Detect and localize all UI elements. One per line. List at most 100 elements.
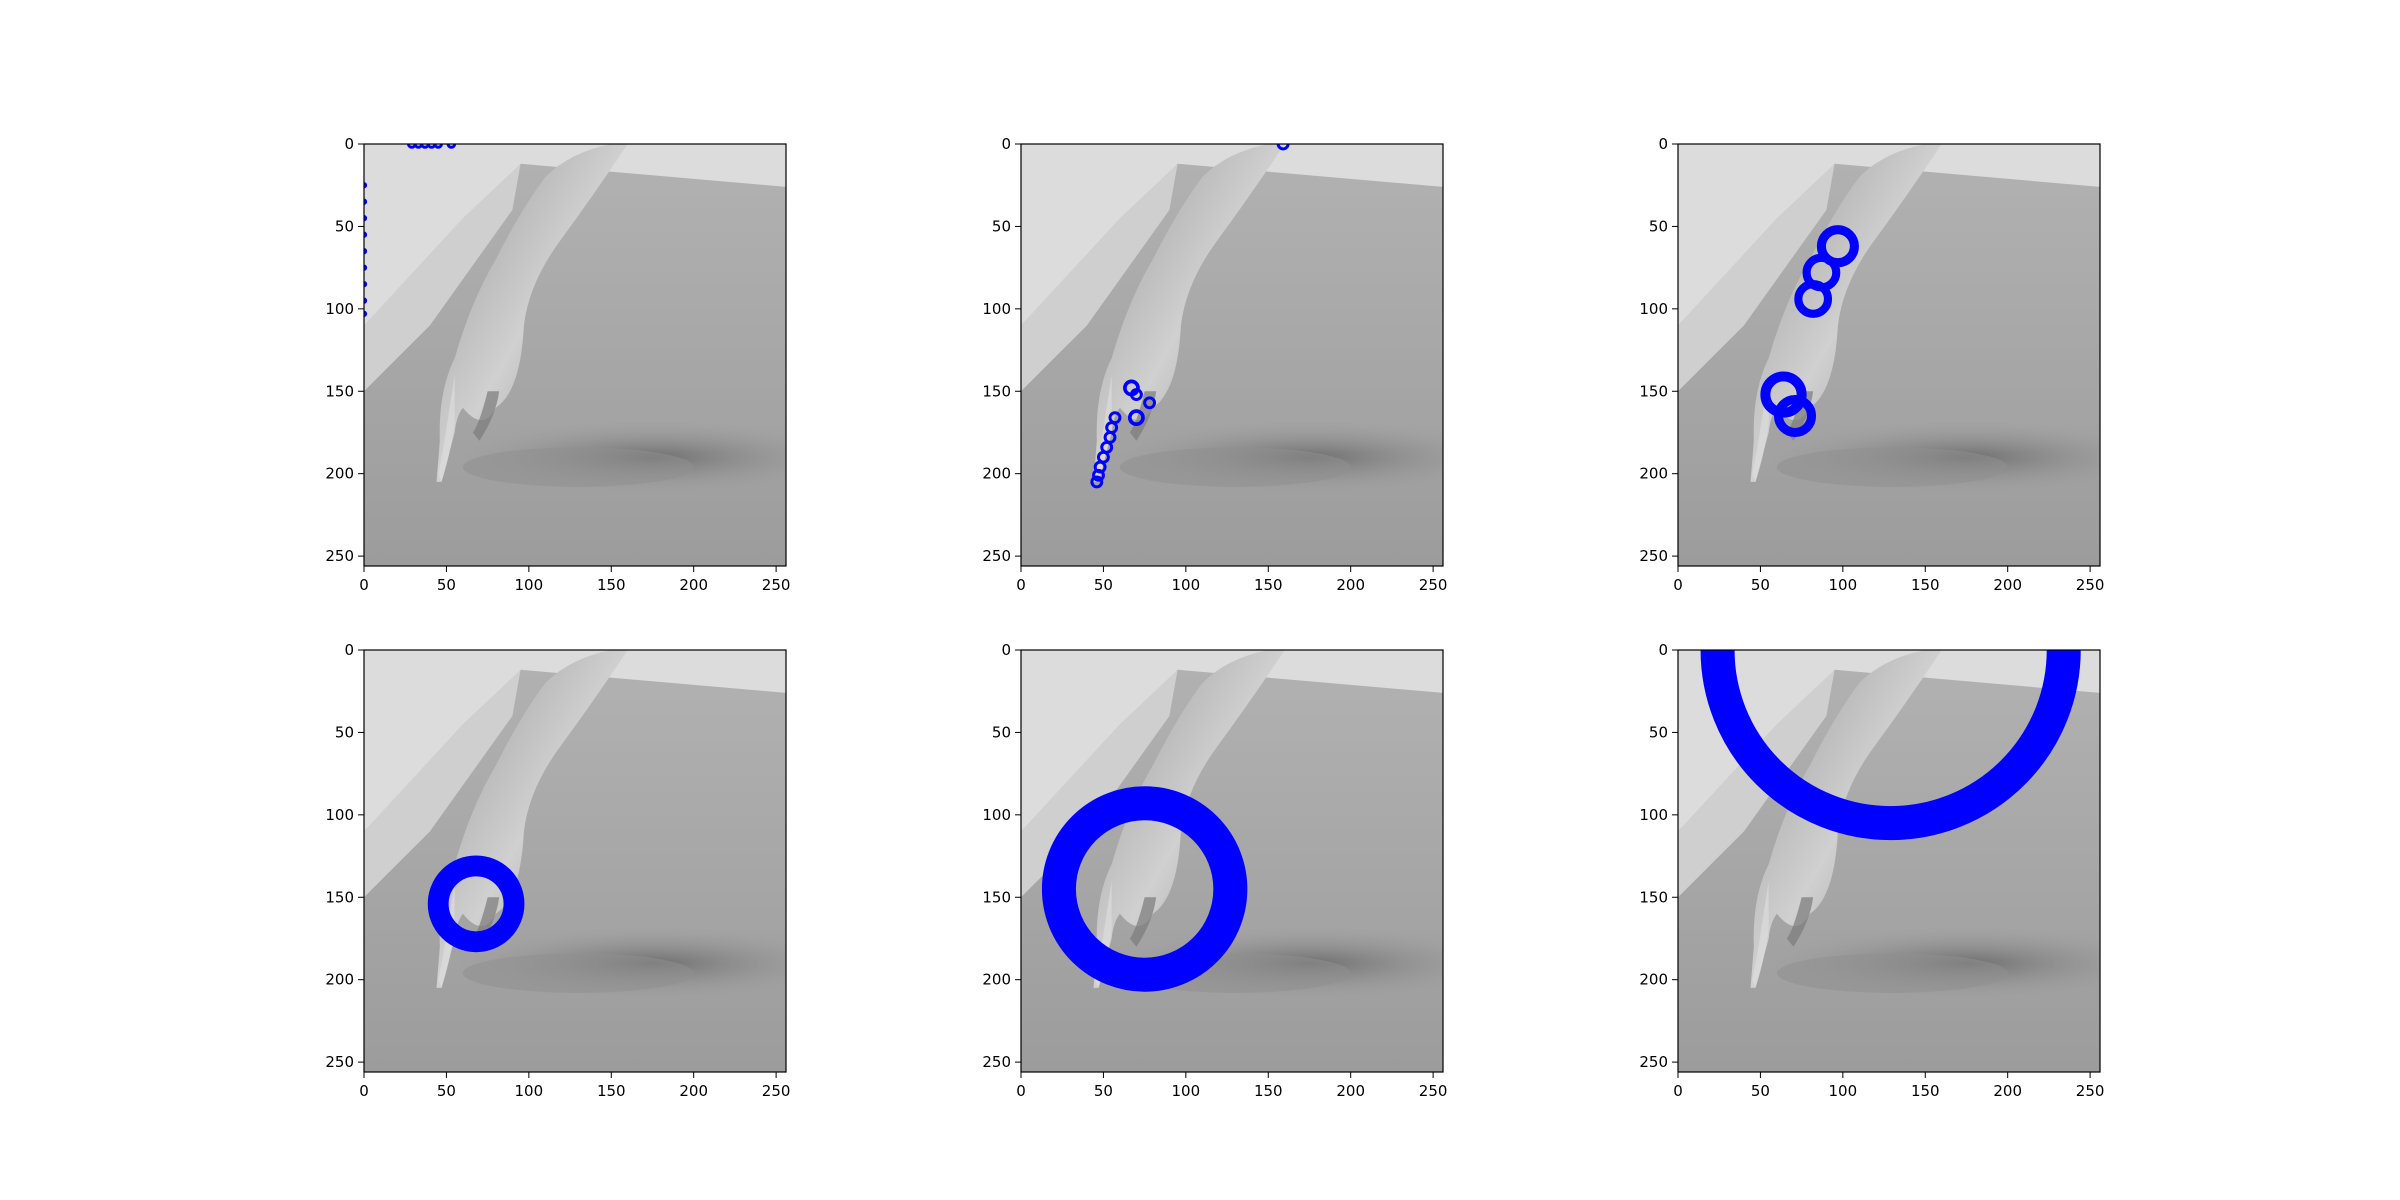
axes-frame [363,143,787,567]
x-tick-label: 0 [1016,576,1026,594]
blob-marker [364,297,368,304]
axes-frame [1677,649,2101,1073]
x-tick-label: 100 [1829,576,1858,594]
x-tick-label: 250 [1419,1082,1448,1100]
blob-marker [420,144,430,149]
y-tick-label: 150 [325,382,354,400]
y-tick-label: 100 [325,806,354,824]
y-tick-label: 50 [1649,723,1668,741]
y-tick-label: 250 [325,1053,354,1071]
x-tick-label: 50 [1751,1082,1770,1100]
x-tick-label: 200 [679,576,708,594]
blob-marker [364,215,368,222]
blob-marker [1816,225,1859,268]
blob-marker [1090,475,1104,489]
x-tick-label: 150 [597,576,626,594]
y-tick-label: 50 [992,217,1011,235]
hand-photo-image [1678,144,2100,566]
y-tick-label: 50 [335,217,354,235]
x-tick-label: 250 [762,576,791,594]
x-tick-label: 0 [359,576,369,594]
y-tick-label: 250 [982,547,1011,565]
x-tick-label: 150 [1911,1082,1940,1100]
blob-marker [364,310,368,317]
x-tick-label: 100 [1172,576,1201,594]
subplot-3: 0 50 100 150 200 250 0 50 100 150 200 250 [1639,135,2105,594]
blob-marker [364,182,368,189]
y-tick-label: 100 [1639,300,1668,318]
blob-marker [1041,786,1248,992]
x-tick-label: 250 [2076,576,2105,594]
axes-frame [1677,143,2101,567]
blob-marker [1276,144,1290,151]
x-tick-label: 100 [515,1082,544,1100]
subplot-1: 0 50 100 150 200 250 0 50 100 150 200 250 [325,135,791,594]
blob-marker [1129,388,1143,402]
subplot-5: 0 50 100 150 200 250 0 50 100 150 200 250 [982,641,1448,1100]
axes-frame [1020,143,1444,567]
hand-photo-image [1021,650,1443,1072]
blob-marker [446,144,457,149]
x-tick-label: 50 [1751,576,1770,594]
y-tick-label: 150 [1639,888,1668,906]
y-tick-label: 250 [1639,1053,1668,1071]
y-tick-label: 100 [325,300,354,318]
subplot-2: 0 50 100 150 200 250 0 50 100 150 200 250 [982,135,1448,594]
hand-photo-image [1678,650,2100,1072]
y-tick-label: 0 [1001,641,1011,659]
x-tick-label: 200 [679,1082,708,1100]
x-tick-label: 200 [1336,576,1365,594]
blob-marker [1092,468,1105,482]
x-tick-label: 250 [1419,576,1448,594]
x-tick-label: 50 [437,576,456,594]
y-tick-label: 200 [1639,465,1668,483]
blob-marker [433,144,443,149]
x-tick-label: 50 [437,1082,456,1100]
x-tick-label: 0 [1016,1082,1026,1100]
hand-photo-image [1021,144,1443,566]
y-tick-label: 150 [325,888,354,906]
subplot-6: 0 50 100 150 200 250 0 50 100 150 200 250 [1639,641,2105,1100]
x-tick-label: 50 [1094,576,1113,594]
y-tick-label: 100 [982,806,1011,824]
blob-marker [1143,396,1157,410]
subplot-grid: 0 50 100 150 200 250 0 50 100 150 200 250 0 50 100 150 2… [325,135,2105,1100]
x-tick-label: 250 [2076,1082,2105,1100]
x-tick-label: 200 [1336,1082,1365,1100]
blob-marker [364,231,368,238]
y-tick-label: 100 [982,300,1011,318]
blob-marker [364,280,368,288]
blob-marker [413,144,424,149]
x-tick-label: 250 [762,1082,791,1100]
blob-marker [1794,280,1833,318]
x-tick-label: 0 [359,1082,369,1100]
y-tick-label: 150 [982,888,1011,906]
y-tick-label: 50 [335,723,354,741]
hand-photo-image [364,650,786,1072]
y-tick-label: 0 [344,641,354,659]
y-tick-label: 250 [325,547,354,565]
x-tick-label: 0 [1673,576,1683,594]
blob-marker [407,144,417,149]
y-tick-label: 200 [325,971,354,989]
axes-frame [363,649,787,1073]
x-tick-label: 200 [1993,576,2022,594]
subplot-4: 0 50 100 150 200 250 0 50 100 150 200 250 [325,641,791,1100]
y-tick-label: 250 [982,1053,1011,1071]
blob-marker [427,855,525,953]
y-tick-label: 200 [982,971,1011,989]
x-tick-label: 150 [1254,576,1283,594]
x-tick-label: 200 [1993,1082,2022,1100]
y-tick-label: 0 [1658,641,1668,659]
y-tick-label: 200 [982,465,1011,483]
x-tick-label: 0 [1673,1082,1683,1100]
axes-frame [1020,649,1444,1073]
x-tick-label: 150 [1911,576,1940,594]
y-tick-label: 0 [1001,135,1011,153]
hand-photo-image [364,144,786,566]
y-tick-label: 150 [1639,382,1668,400]
x-tick-label: 100 [1829,1082,1858,1100]
blob-marker [1700,650,2081,841]
blob-marker [364,248,368,255]
